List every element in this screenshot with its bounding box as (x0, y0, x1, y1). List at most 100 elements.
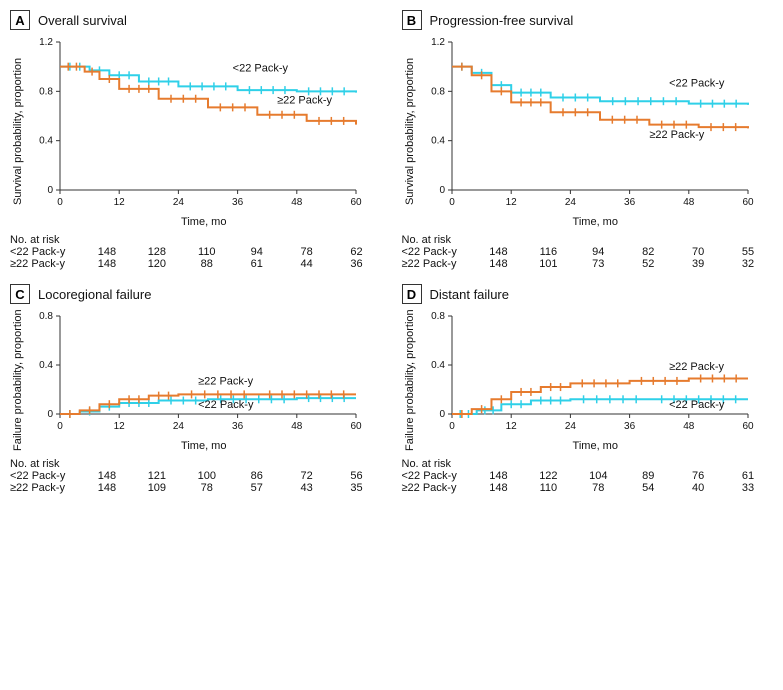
risk-value: 128 (132, 246, 182, 258)
panel-letter: B (402, 10, 422, 30)
svg-text:0.8: 0.8 (431, 311, 445, 322)
risk-value: 148 (474, 482, 524, 494)
svg-text:36: 36 (624, 421, 636, 432)
risk-value: 148 (474, 470, 524, 482)
risk-value: 61 (723, 470, 773, 482)
x-axis-label: Time, mo (26, 440, 382, 452)
svg-text:12: 12 (505, 421, 517, 432)
panel-C: C Locoregional failure Failure probabili… (10, 284, 382, 494)
svg-text:24: 24 (173, 197, 185, 208)
risk-value: 101 (523, 258, 573, 270)
svg-text:≥22 Pack-y: ≥22 Pack-y (669, 361, 724, 373)
risk-value: 44 (282, 258, 332, 270)
x-axis-label: Time, mo (26, 216, 382, 228)
risk-value: 40 (673, 482, 723, 494)
panel-header: D Distant failure (402, 284, 774, 304)
risk-value: 78 (182, 482, 232, 494)
risk-value: 110 (182, 246, 232, 258)
plot-svg: 00.40.81.2 01224364860 <22 Pack-y≥22 Pac… (26, 34, 366, 214)
svg-text:48: 48 (291, 421, 303, 432)
risk-row: <22 Pack-y 14811694827055 (402, 246, 774, 258)
plot-area: 00.40.81.2 01224364860 <22 Pack-y≥22 Pac… (418, 34, 774, 228)
risk-value: 76 (673, 470, 723, 482)
chart-wrap: Failure probability, proportion 00.40.8 … (10, 308, 382, 452)
svg-text:<22 Pack-y: <22 Pack-y (669, 77, 725, 89)
risk-title: No. at risk (402, 458, 774, 470)
svg-text:≥22 Pack-y: ≥22 Pack-y (277, 95, 332, 107)
chart-wrap: Failure probability, proportion 00.40.8 … (402, 308, 774, 452)
risk-value: 73 (573, 258, 623, 270)
panel-B: B Progression-free survival Survival pro… (402, 10, 774, 270)
svg-text:1.2: 1.2 (39, 37, 53, 48)
svg-text:0: 0 (439, 409, 445, 420)
risk-value: 62 (332, 246, 382, 258)
risk-row: ≥22 Pack-y 14812088614436 (10, 258, 382, 270)
risk-row-label: ≥22 Pack-y (402, 482, 474, 494)
risk-row: ≥22 Pack-y 14810978574335 (10, 482, 382, 494)
risk-value: 35 (332, 482, 382, 494)
panel-A: A Overall survival Survival probability,… (10, 10, 382, 270)
svg-text:0: 0 (57, 421, 63, 432)
risk-title: No. at risk (10, 234, 382, 246)
risk-row: <22 Pack-y 148121100867256 (10, 470, 382, 482)
svg-text:12: 12 (505, 197, 517, 208)
risk-value: 72 (282, 470, 332, 482)
risk-value: 109 (132, 482, 182, 494)
risk-value: 148 (82, 482, 132, 494)
y-axis-label: Survival probability, proportion (10, 34, 26, 228)
risk-table: No. at risk <22 Pack-y 148122104897661 ≥… (402, 458, 774, 494)
risk-value: 148 (474, 246, 524, 258)
panel-title: Locoregional failure (38, 287, 151, 302)
risk-value: 78 (573, 482, 623, 494)
risk-value: 56 (332, 470, 382, 482)
risk-value: 116 (523, 246, 573, 258)
svg-text:0.8: 0.8 (431, 86, 445, 97)
risk-row-label: <22 Pack-y (402, 470, 474, 482)
risk-row: ≥22 Pack-y 14810173523932 (402, 258, 774, 270)
risk-value: 148 (82, 258, 132, 270)
risk-value: 120 (132, 258, 182, 270)
svg-text:0: 0 (57, 197, 63, 208)
risk-row: <22 Pack-y 148128110947862 (10, 246, 382, 258)
svg-text:0.8: 0.8 (39, 86, 53, 97)
svg-text:48: 48 (683, 421, 695, 432)
risk-value: 148 (82, 246, 132, 258)
risk-value: 78 (282, 246, 332, 258)
panel-letter: A (10, 10, 30, 30)
plot-svg: 00.40.81.2 01224364860 <22 Pack-y≥22 Pac… (418, 34, 758, 214)
svg-text:0.4: 0.4 (39, 360, 53, 371)
svg-text:36: 36 (624, 197, 636, 208)
chart-grid: A Overall survival Survival probability,… (10, 10, 773, 494)
svg-text:36: 36 (232, 197, 244, 208)
svg-text:0.8: 0.8 (39, 311, 53, 322)
svg-text:<22 Pack-y: <22 Pack-y (198, 399, 254, 411)
panel-header: A Overall survival (10, 10, 382, 30)
svg-text:12: 12 (114, 421, 126, 432)
svg-text:<22 Pack-y: <22 Pack-y (669, 399, 725, 411)
svg-text:0: 0 (439, 185, 445, 196)
risk-table: No. at risk <22 Pack-y 14811694827055 ≥2… (402, 234, 774, 270)
svg-text:0: 0 (47, 409, 53, 420)
risk-value: 82 (623, 246, 673, 258)
panel-title: Distant failure (430, 287, 509, 302)
risk-value: 86 (232, 470, 282, 482)
svg-text:1.2: 1.2 (431, 37, 445, 48)
risk-value: 55 (723, 246, 773, 258)
risk-title: No. at risk (10, 458, 382, 470)
svg-text:24: 24 (564, 421, 576, 432)
x-axis-label: Time, mo (418, 216, 774, 228)
plot-area: 00.40.8 01224364860 <22 Pack-y≥22 Pack-y… (26, 308, 382, 452)
y-axis-label: Failure probability, proportion (10, 308, 26, 452)
plot-svg: 00.40.8 01224364860 <22 Pack-y≥22 Pack-y (26, 308, 366, 438)
svg-text:60: 60 (742, 421, 754, 432)
panel-D: D Distant failure Failure probability, p… (402, 284, 774, 494)
y-axis-label: Failure probability, proportion (402, 308, 418, 452)
plot-area: 00.40.81.2 01224364860 <22 Pack-y≥22 Pac… (26, 34, 382, 228)
panel-letter: C (10, 284, 30, 304)
risk-row-label: <22 Pack-y (10, 246, 82, 258)
svg-text:<22 Pack-y: <22 Pack-y (233, 63, 289, 75)
risk-value: 122 (523, 470, 573, 482)
svg-text:≥22 Pack-y: ≥22 Pack-y (198, 376, 253, 388)
risk-value: 70 (673, 246, 723, 258)
plot-svg: 00.40.8 01224364860 <22 Pack-y≥22 Pack-y (418, 308, 758, 438)
